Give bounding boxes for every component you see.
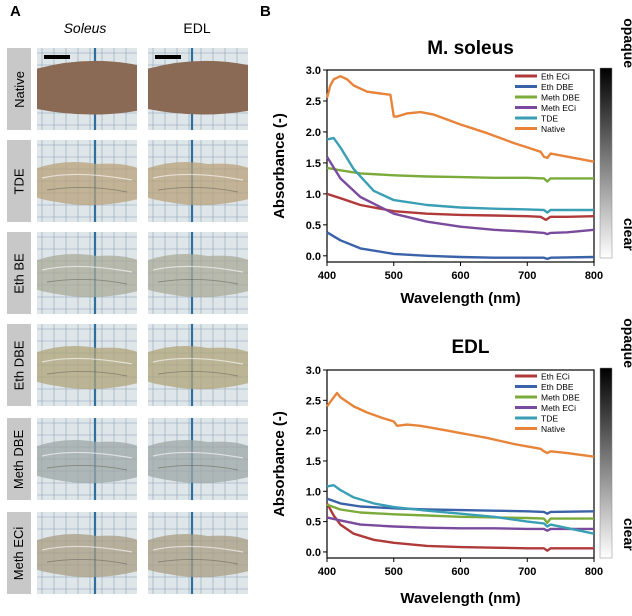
row-label-native: Native (7, 48, 31, 130)
series-line-meth-eci (325, 156, 595, 236)
scale-bar (44, 55, 70, 59)
chart-title: M. soleus (427, 38, 514, 59)
y-tick-label: 1.0 (306, 189, 321, 201)
x-axis-label: Wavelength (nm) (400, 590, 520, 607)
scale-label-clear: clear (621, 518, 632, 551)
series-line-eth-dbe (326, 231, 595, 261)
y-tick-label: 3.0 (306, 365, 321, 377)
y-tick-label: 2.5 (306, 395, 321, 407)
legend-entry: Eth ECi (541, 372, 570, 382)
x-axis-label: Wavelength (nm) (400, 290, 520, 307)
panel-a-label: A (10, 3, 21, 20)
legend-entry: Meth ECi (541, 403, 576, 413)
scale-label-opaque: opaque (621, 318, 632, 368)
legend-entry: Native (541, 424, 565, 434)
legend-entry: Eth DBE (541, 82, 574, 92)
y-tick-label: 2.0 (306, 426, 321, 438)
y-tick-label: 2.0 (306, 127, 321, 139)
row-label-eth-dbe: Eth DBE (7, 324, 31, 406)
row-label-meth-eci: Meth ECi (7, 512, 31, 594)
panel-b-label: B (260, 3, 271, 20)
series-line-eth-eci (325, 502, 594, 552)
series-line-tde (326, 136, 594, 214)
muscle-photo-edl-meth-dbe (148, 418, 248, 500)
row-label-tde: TDE (7, 140, 31, 222)
opacity-scale-bar (599, 367, 613, 559)
scale-label-opaque: opaque (621, 18, 632, 68)
series-line-native (325, 75, 595, 163)
y-tick-label: 3.0 (306, 65, 321, 77)
x-tick-label: 400 (318, 566, 336, 578)
x-tick-label: 500 (385, 566, 403, 578)
y-tick-label: 0.5 (306, 220, 321, 232)
x-tick-label: 800 (585, 270, 603, 282)
muscle-photo-soleus-meth-eci (37, 512, 137, 594)
legend-entry: Eth DBE (541, 382, 574, 392)
column-header-soleus: Soleus (63, 20, 107, 36)
series-line-meth-eci (326, 516, 594, 532)
series-line-tde (326, 484, 595, 535)
row-label-meth-dbe: Meth DBE (7, 418, 31, 500)
legend-entry: TDE (541, 414, 558, 424)
series-line-meth-dbe (326, 503, 594, 524)
column-header-edl: EDL (183, 20, 211, 36)
legend-entry: Meth DBE (541, 393, 580, 403)
muscle-photo-edl-meth-eci (148, 512, 248, 594)
muscle-photo-edl-tde (148, 140, 248, 222)
x-tick-label: 600 (451, 566, 469, 578)
x-tick-label: 700 (518, 566, 536, 578)
x-tick-label: 700 (518, 270, 536, 282)
chart-title: EDL (452, 337, 490, 358)
muscle-photo-soleus-eth-be (37, 232, 137, 314)
y-axis-label: Absorbance (-) (271, 411, 288, 517)
series-line-eth-dbe (326, 497, 595, 515)
series-line-native (326, 391, 595, 458)
series-line-eth-eci (326, 192, 595, 222)
legend-entry: Native (541, 124, 565, 134)
y-tick-label: 1.0 (306, 486, 321, 498)
x-tick-label: 500 (385, 270, 403, 282)
x-tick-label: 400 (318, 270, 336, 282)
opacity-scale-bar (599, 67, 613, 259)
legend-entry: TDE (541, 114, 558, 124)
muscle-photo-soleus-native (37, 48, 137, 130)
x-tick-label: 800 (585, 566, 603, 578)
y-tick-label: 0.5 (306, 517, 321, 529)
scale-label-clear: clear (621, 218, 632, 251)
muscle-photo-soleus-meth-dbe (37, 418, 137, 500)
legend-entry: Eth ECi (541, 72, 570, 82)
muscle-photo-edl-native (148, 48, 248, 130)
y-tick-label: 0.0 (306, 251, 321, 263)
series-line-meth-dbe (326, 166, 594, 183)
muscle-photo-soleus-eth-dbe (37, 324, 137, 406)
y-tick-label: 1.5 (306, 158, 321, 170)
row-label-eth-be: Eth BE (7, 232, 31, 314)
legend-entry: Meth ECi (541, 103, 576, 113)
muscle-photo-soleus-tde (37, 140, 137, 222)
scale-bar (155, 55, 181, 59)
y-axis-label: Absorbance (-) (271, 113, 288, 219)
y-tick-label: 1.5 (306, 456, 321, 468)
y-tick-label: 2.5 (306, 96, 321, 108)
muscle-photo-edl-eth-be (148, 232, 248, 314)
muscle-photo-edl-eth-dbe (148, 324, 248, 406)
y-tick-label: 0.0 (306, 547, 321, 559)
x-tick-label: 600 (451, 270, 469, 282)
legend-entry: Meth DBE (541, 93, 580, 103)
